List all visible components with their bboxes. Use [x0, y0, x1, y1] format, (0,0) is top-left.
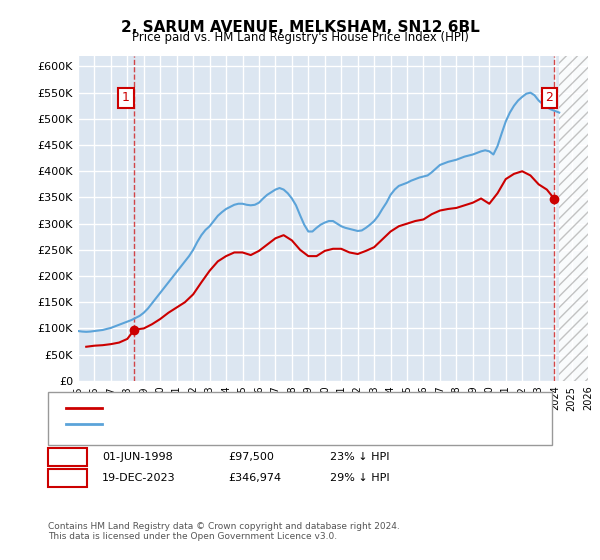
Text: 2: 2 — [545, 91, 553, 104]
Text: 29% ↓ HPI: 29% ↓ HPI — [330, 473, 389, 483]
Text: Price paid vs. HM Land Registry's House Price Index (HPI): Price paid vs. HM Land Registry's House … — [131, 31, 469, 44]
Text: 19-DEC-2023: 19-DEC-2023 — [102, 473, 176, 483]
Text: 2: 2 — [64, 473, 71, 483]
Text: 1: 1 — [64, 452, 71, 462]
Text: £97,500: £97,500 — [228, 452, 274, 462]
Bar — [559, 56, 588, 381]
Text: 2, SARUM AVENUE, MELKSHAM, SN12 6BL (detached house): 2, SARUM AVENUE, MELKSHAM, SN12 6BL (det… — [108, 403, 421, 413]
Text: 2, SARUM AVENUE, MELKSHAM, SN12 6BL: 2, SARUM AVENUE, MELKSHAM, SN12 6BL — [121, 20, 479, 35]
Text: £346,974: £346,974 — [228, 473, 281, 483]
Text: 01-JUN-1998: 01-JUN-1998 — [102, 452, 173, 462]
Text: HPI: Average price, detached house, Wiltshire: HPI: Average price, detached house, Wilt… — [108, 419, 347, 430]
Text: Contains HM Land Registry data © Crown copyright and database right 2024.
This d: Contains HM Land Registry data © Crown c… — [48, 522, 400, 542]
Text: 23% ↓ HPI: 23% ↓ HPI — [330, 452, 389, 462]
Text: 1: 1 — [122, 91, 130, 104]
Bar — [559, 56, 588, 381]
